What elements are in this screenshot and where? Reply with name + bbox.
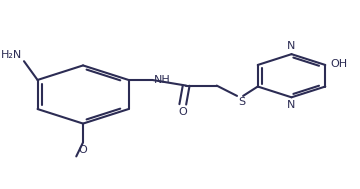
Text: S: S	[239, 97, 246, 107]
Text: N: N	[287, 100, 296, 110]
Text: H₂N: H₂N	[1, 50, 22, 60]
Text: O: O	[79, 145, 87, 155]
Text: O: O	[179, 107, 187, 117]
Text: N: N	[287, 41, 296, 51]
Text: NH: NH	[154, 75, 170, 85]
Text: OH: OH	[330, 59, 347, 69]
